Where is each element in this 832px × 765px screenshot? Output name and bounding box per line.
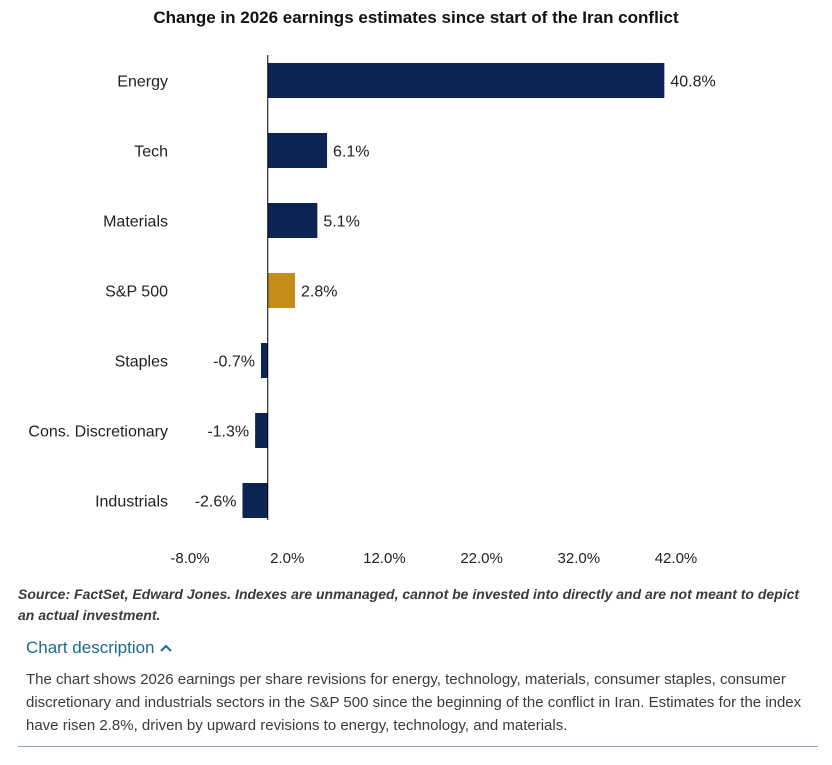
x-tick-label: 12.0%: [363, 550, 406, 567]
bar-chart: Energy 40.8% Tech 6.1% Materials 5.1% S&P 500 2…: [28, 55, 716, 567]
bar: [255, 413, 268, 448]
bar: [267, 203, 318, 238]
category-label: Energy: [117, 74, 168, 91]
data-label: 40.8%: [670, 74, 715, 91]
x-tick-label: 42.0%: [655, 550, 698, 567]
category-label: Industrials: [95, 494, 168, 511]
data-label: 2.8%: [301, 284, 337, 301]
x-tick-label: -8.0%: [170, 550, 209, 567]
bar: [267, 133, 328, 168]
data-label: -1.3%: [207, 424, 249, 441]
chevron-up-icon: [159, 644, 172, 652]
bar: [267, 63, 665, 98]
category-label: Cons. Discretionary: [28, 424, 168, 441]
category-label: S&P 500: [105, 284, 168, 301]
bar: [260, 343, 268, 378]
category-label: Tech: [134, 144, 168, 161]
chart-title: Change in 2026 earnings estimates since …: [153, 8, 679, 27]
x-tick-label: 32.0%: [558, 550, 601, 567]
divider: [18, 746, 818, 747]
data-label: 5.1%: [323, 214, 359, 231]
bar: [267, 273, 295, 308]
data-label: 6.1%: [333, 144, 369, 161]
x-tick-label: 2.0%: [270, 550, 304, 567]
source-note: Source: FactSet, Edward Jones. Indexes a…: [18, 586, 800, 623]
category-label: Staples: [115, 354, 168, 371]
data-label: -0.7%: [213, 354, 255, 371]
bar: [242, 483, 268, 518]
chart-description-text: The chart shows 2026 earnings per share …: [26, 671, 802, 734]
data-label: -2.6%: [195, 494, 237, 511]
chart-description-label: Chart description: [26, 638, 155, 657]
x-tick-label: 22.0%: [460, 550, 503, 567]
chart-description-toggle[interactable]: Chart description: [26, 638, 172, 658]
category-label: Materials: [103, 214, 168, 231]
